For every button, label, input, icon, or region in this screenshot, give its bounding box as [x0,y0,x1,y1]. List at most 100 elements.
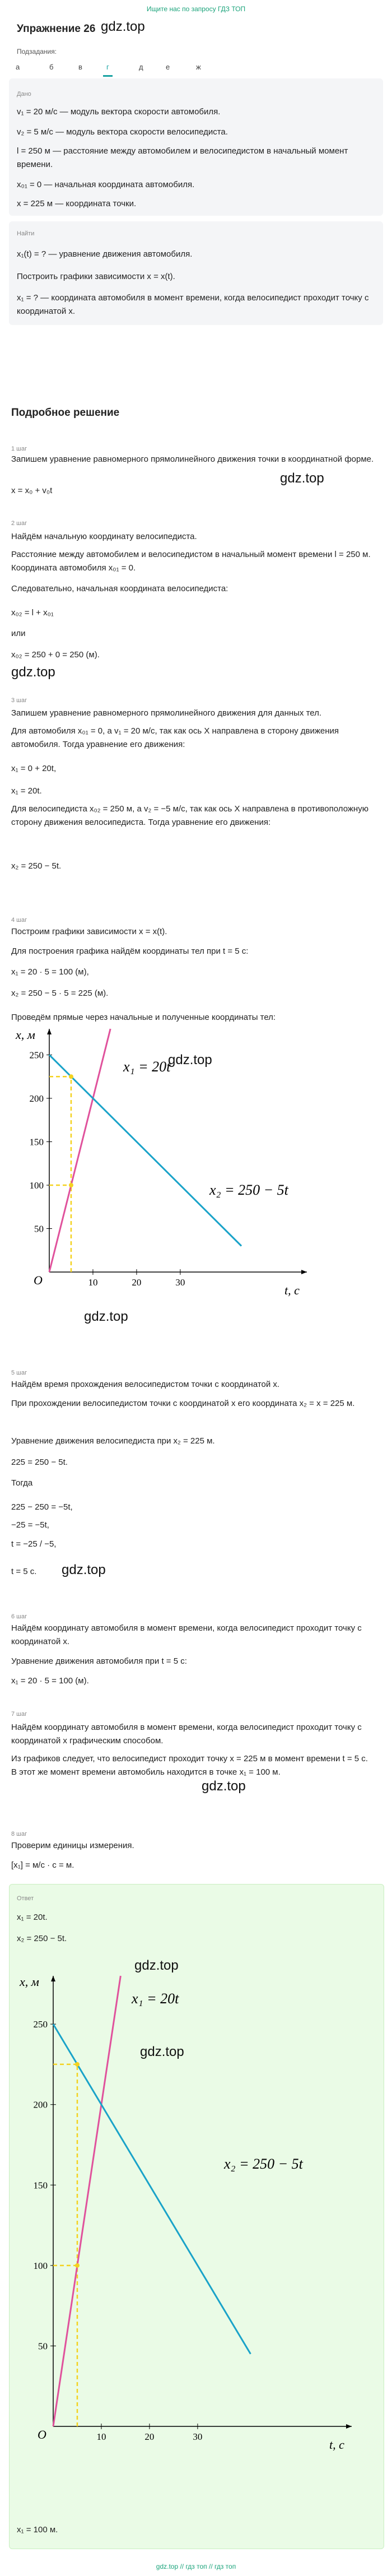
step-text: Для автомобиля x₀₁ = 0, а v₁ = 20 м/с, т… [11,726,339,749]
step-label: 3 шаг [11,697,27,704]
watermark: gdz.top [134,1958,179,1973]
guide-point [68,1183,73,1187]
watermark: gdz.top [168,1052,212,1067]
subtask-tab[interactable]: ж [196,63,201,71]
subtask-tab[interactable]: в [78,63,82,71]
step-text: Уравнение движения велосипедиста при x₂ … [11,1436,215,1446]
x-tick-label: 30 [193,2431,202,2442]
y-tick-label: 250 [34,2019,48,2030]
footer[interactable]: gdz.top // гдз топ // гдз топ [156,2563,236,2570]
watermark: gdz.top [62,1562,106,1577]
subtask-tab[interactable]: е [166,63,170,71]
subtask-tab[interactable]: а [16,63,20,71]
line-label: x₁ = 20t [131,1990,179,2007]
step-text: x₀₂ = 250 + 0 = 250 (м). [11,650,100,660]
answer-box [9,1884,384,2549]
origin-label: O [34,1273,43,1287]
watermark: gdz.top [202,1779,246,1794]
step-text: При прохождении велосипедистом точки с к… [11,1399,355,1408]
watermark: gdz.top [101,19,145,34]
guide-point [74,2062,80,2067]
step-text: x₁ = 20 · 5 = 100 (м). [11,1676,89,1686]
subtasks-label: Подзадания: [17,48,57,55]
x-axis-label: t, с [284,1283,300,1297]
axis-arrow [47,1029,52,1034]
subtask-tab[interactable]: г [103,61,113,77]
step-text: x₁ = 20t. [11,786,42,796]
function-line [48,1028,111,1273]
given-line: x₀₁ = 0 — начальная координата автомобил… [17,180,195,189]
subtask-tab[interactable]: д [139,63,143,71]
step-label: 4 шаг [11,917,27,923]
step-text: Найдём координату автомобиля в момент вр… [11,1623,362,1646]
y-tick-label: 50 [38,2341,48,2351]
x-tick-label: 10 [88,1277,97,1288]
step-text: [x₁] = м/с · с = м. [11,1860,74,1870]
step-label: 5 шаг [11,1370,27,1376]
step-text: Для велосипедиста x₀₂ = 250 м, а v₂ = −5… [11,804,368,827]
find-box [9,221,383,325]
step-text: Проверим единицы измерения. [11,1841,134,1850]
step-text: Найдём время прохождения велосипедистом … [11,1380,280,1389]
axis-arrow [346,2424,352,2429]
watermark: gdz.top [280,471,324,486]
step-text: или [11,629,26,638]
find-line: x₁(t) = ? — уравнение движения автомобил… [17,249,193,259]
x-tick-label: 20 [144,2431,154,2442]
answer-label: Ответ [17,1895,34,1902]
step-label: 1 шаг [11,445,27,452]
banner: Ищите нас по запросу ГДЗ ТОП [146,5,246,13]
step-text: Для построения графика найдём координаты… [11,946,249,956]
step-text: Из графиков следует, что велосипедист пр… [11,1754,368,1777]
y-tick-label: 150 [30,1137,44,1148]
watermark: gdz.top [140,2044,184,2059]
step-text: Расстояние между автомобилем и велосипед… [11,550,371,573]
step-text: t = 5 с. [11,1567,37,1576]
step-text: 225 = 250 − 5t. [11,1458,68,1467]
line-label: x₂ = 250 − 5t [223,2156,304,2172]
y-axis-label: x, м [15,1028,35,1042]
step-text: Тогда [11,1478,33,1488]
step-text: x = x₀ + v₀t [11,486,53,495]
line-label: x₁ = 20t [123,1059,171,1075]
origin-label: O [38,2428,46,2442]
step-text: x₁ = 0 + 20t, [11,764,57,773]
solution-title: Подробное решение [11,407,120,419]
find-line: Построить графики зависимости x = x(t). [17,272,175,281]
step-text: Построим графики зависимости x = x(t). [11,927,167,936]
find-line: x₁ = ? — координата автомобиля в момент … [17,293,369,316]
step-text: Уравнение движения автомобиля при t = 5 … [11,1656,187,1666]
step-text: x₂ = 250 − 5t. [11,861,62,871]
watermark: gdz.top [11,665,55,680]
step-label: 7 шаг [11,1711,27,1718]
answer-line: x₂ = 250 − 5t. [17,1934,67,1943]
guide-point [74,2263,80,2268]
given-line: v₂ = 5 м/с — модуль вектора скорости вел… [17,127,228,137]
watermark: gdz.top [84,1309,128,1324]
given-label: Дано [17,91,31,98]
step-text: Найдём начальную координату велосипедист… [11,532,197,541]
given-line: l = 250 м — расстояние между автомобилем… [17,146,348,169]
subtask-tab[interactable]: б [49,63,54,71]
given-line: v₁ = 20 м/с — модуль вектора скорости ав… [17,107,221,117]
step-text: Проведём прямые через начальные и получе… [11,1013,276,1022]
step-text: Следовательно, начальная координата вело… [11,584,228,593]
y-tick-label: 250 [30,1050,44,1061]
step-text: t = −25 / −5, [11,1539,57,1549]
given-line: x = 225 м — координата точки. [17,199,137,208]
y-tick-label: 50 [34,1224,44,1234]
x-axis-label: t, с [329,2438,344,2452]
step-text: Запишем уравнение равномерного прямолине… [11,454,374,464]
answer-result: x₁ = 100 м. [17,2525,58,2535]
step-label: 8 шаг [11,1831,27,1837]
step-text: −25 = −5t, [11,1520,49,1530]
function-line [48,1054,242,1247]
step-text: Найдём координату автомобиля в момент вр… [11,1723,362,1746]
axis-arrow [51,1976,55,1981]
y-tick-label: 100 [30,1180,44,1191]
y-tick-label: 150 [34,2180,48,2190]
x-tick-label: 30 [175,1277,185,1288]
